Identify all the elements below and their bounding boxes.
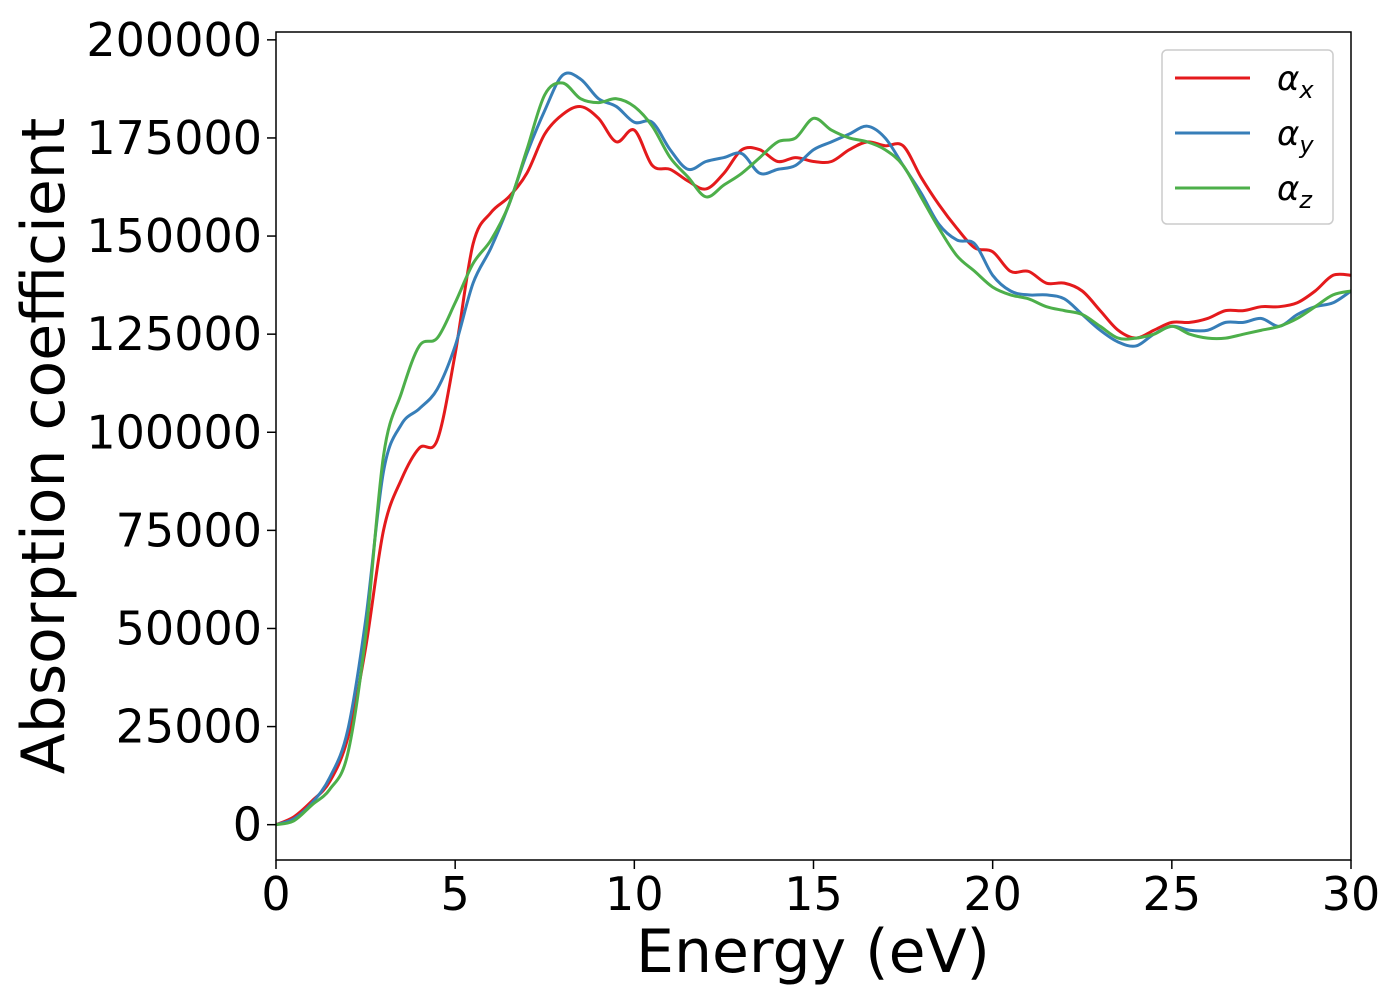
x-axis-ticks: 0 5 10 15 20 25 30 [261,860,1380,921]
y-axis-ticks: 0 25000 50000 75000 100000 125000 150000 175000… [86,13,276,852]
y-tick-label: 25000 [116,700,262,754]
y-tick-label: 0 [233,798,262,852]
y-tick-label: 100000 [86,405,262,459]
y-axis-title: Absorption coefficient [9,118,79,775]
x-tick-label: 10 [605,867,664,921]
legend: αx αy αz [1161,49,1334,225]
legend-label-z: αz [1277,169,1313,214]
series-lines [276,71,1351,827]
x-axis-title: Energy (eV) [636,917,990,987]
y-tick-label: 175000 [86,111,262,165]
x-tick-label: 25 [1143,867,1202,921]
y-tick-label: 125000 [86,307,262,361]
x-tick-label: 15 [784,867,843,921]
x-tick-label: 30 [1322,867,1381,921]
legend-box [1161,49,1334,225]
series-line-z [276,81,1351,827]
y-tick-label: 150000 [86,209,262,263]
y-tick-label: 200000 [86,13,262,67]
x-tick-label: 5 [441,867,470,921]
x-tick-label: 0 [261,867,290,921]
legend-label-x: αx [1277,59,1314,104]
y-tick-label: 75000 [116,503,262,557]
plot-area [275,31,1352,861]
y-tick-label: 50000 [116,601,262,655]
x-tick-label: 20 [963,867,1022,921]
legend-label-y: αy [1277,114,1314,159]
